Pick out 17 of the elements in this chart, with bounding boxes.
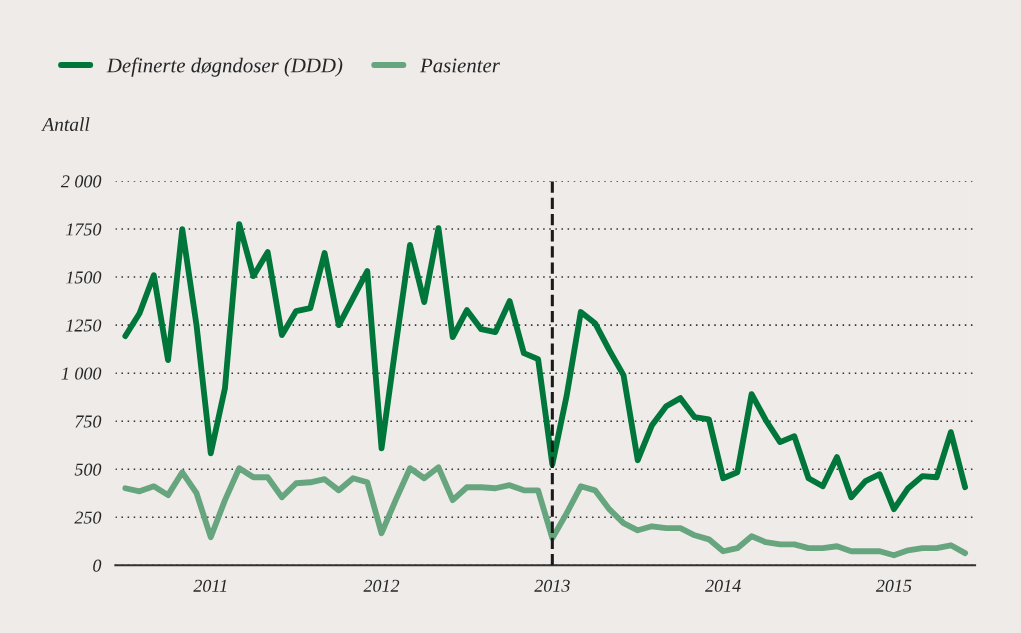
y-axis-title: Antall	[41, 117, 90, 131]
legend-label: Definerte døgndoser (DDD)	[106, 57, 343, 77]
y-tick-label: 250	[74, 511, 102, 524]
legend-label: Pasienter	[419, 58, 500, 73]
x-tick-label: 2013	[534, 579, 570, 592]
y-tick-label: 2 000	[60, 175, 102, 188]
y-tick-label: 1250	[66, 319, 102, 332]
x-tick-label: 2014	[705, 579, 741, 592]
x-tick-label: 2012	[363, 579, 400, 592]
y-tick-label: 1 000	[61, 367, 102, 380]
y-tick-label: 0	[93, 559, 102, 572]
y-tick-label: 750	[75, 415, 102, 428]
y-tick-label: 1500	[66, 271, 102, 284]
y-tick-label: 500	[74, 463, 102, 476]
x-tick-label: 2015	[875, 579, 912, 592]
x-tick-label: 2011	[193, 579, 227, 592]
y-tick-label: 1750	[66, 223, 102, 236]
